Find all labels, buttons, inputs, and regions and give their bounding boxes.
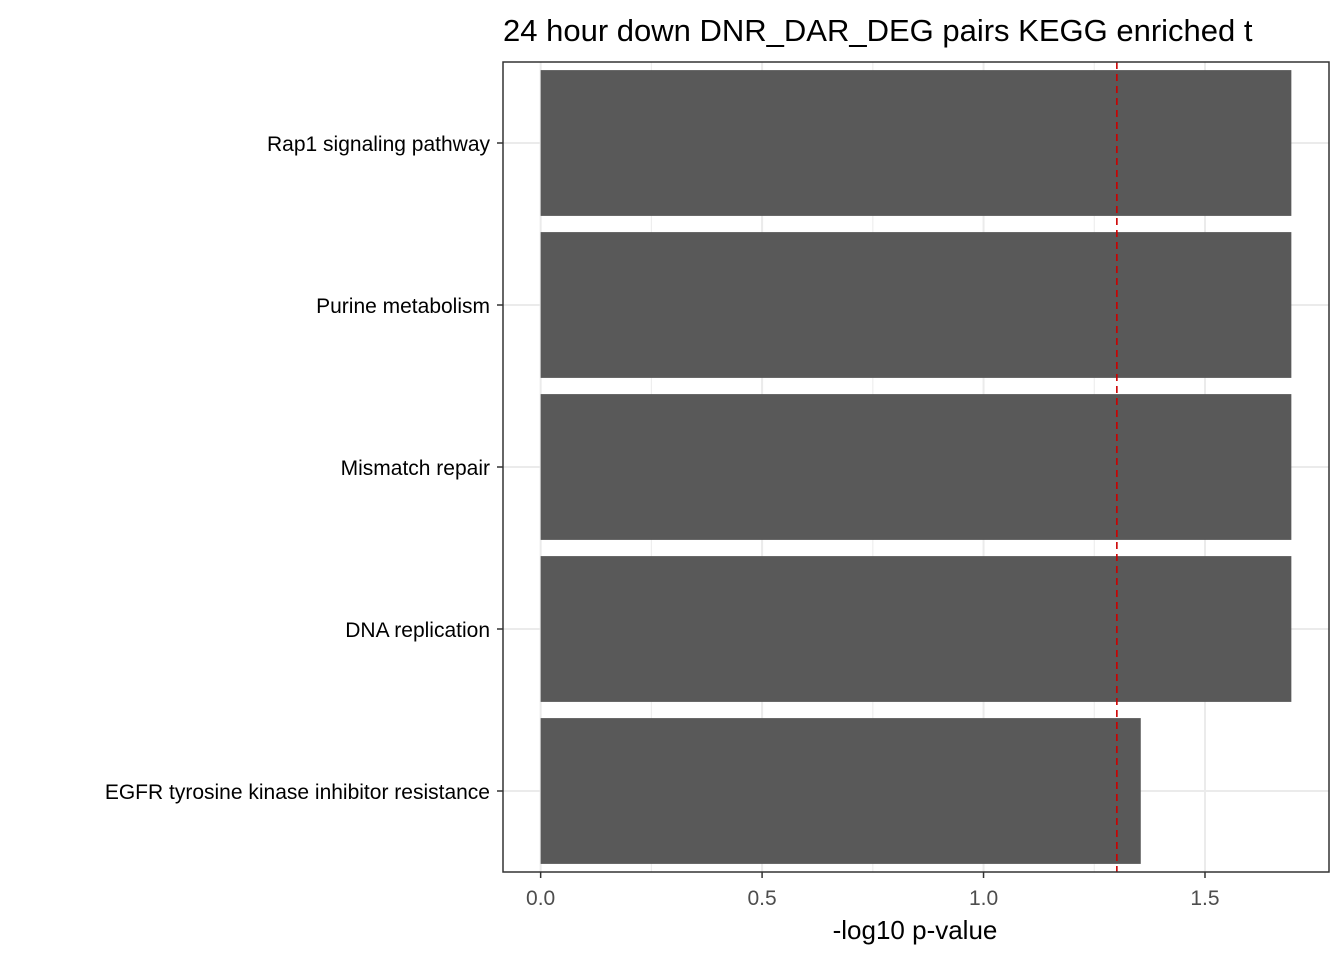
- bar: [540, 556, 1292, 702]
- x-tick-label: 1.0: [969, 887, 998, 910]
- bars: [540, 70, 1292, 864]
- y-tick-label: Rap1 signaling pathway: [267, 133, 490, 156]
- y-tick-label: EGFR tyrosine kinase inhibitor resistanc…: [105, 781, 490, 804]
- bar: [540, 232, 1292, 378]
- y-tick-label: Mismatch repair: [341, 457, 490, 480]
- y-tick-label: Purine metabolism: [316, 295, 490, 318]
- y-tick-label: DNA replication: [345, 619, 490, 642]
- bar: [540, 70, 1292, 216]
- x-axis: 0.0 0.5 1.0 1.5: [526, 872, 1220, 910]
- x-tick-label: 0.0: [526, 887, 555, 910]
- y-axis: Rap1 signaling pathway Purine metabolism M…: [105, 133, 503, 804]
- chart-title: 24 hour down DNR_DAR_DEG pairs KEGG enri…: [503, 13, 1253, 48]
- x-tick-label: 0.5: [747, 887, 776, 910]
- x-tick-label: 1.5: [1190, 887, 1219, 910]
- bar: [540, 718, 1141, 864]
- bar: [540, 394, 1292, 540]
- x-axis-label: -log10 p-value: [833, 915, 998, 945]
